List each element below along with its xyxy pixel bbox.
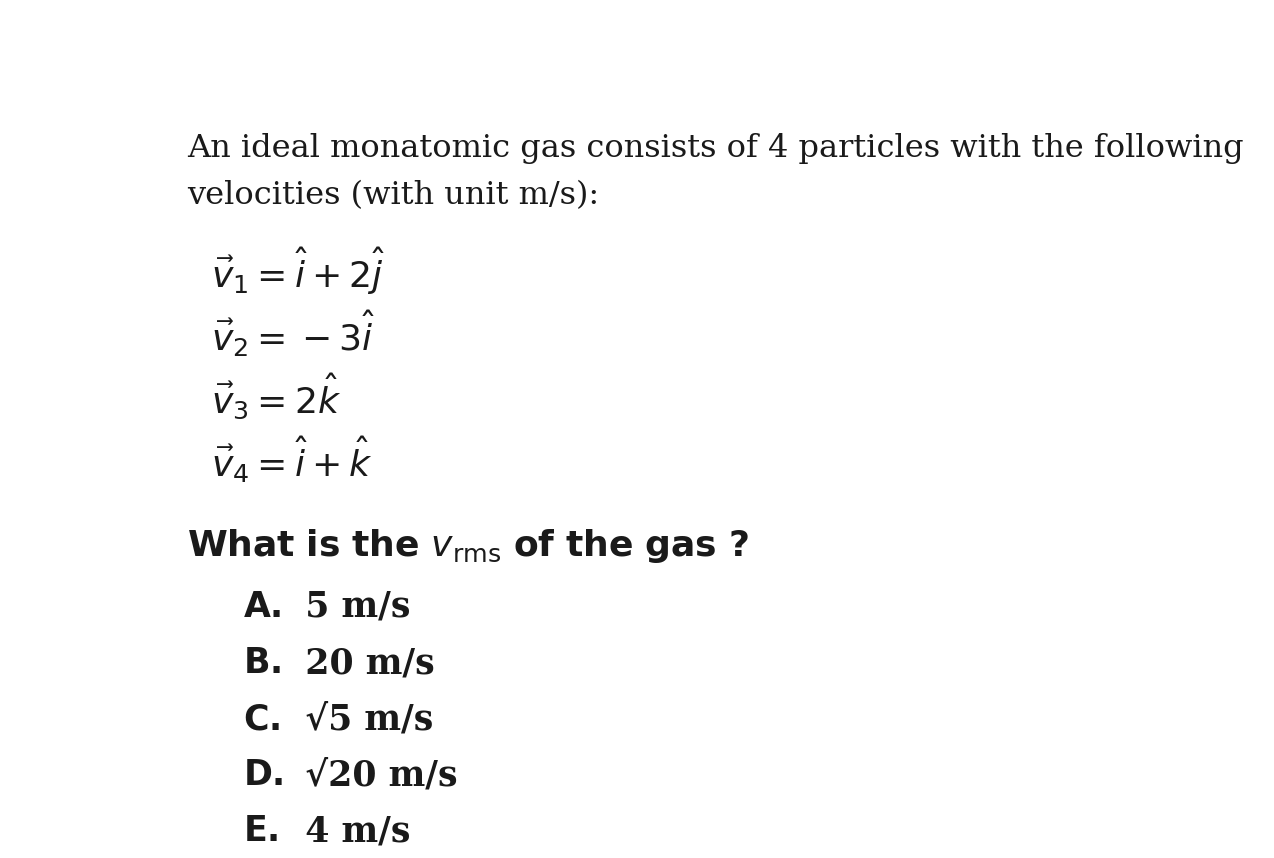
Text: √20 m/s: √20 m/s [280, 758, 457, 792]
Text: √5 m/s: √5 m/s [280, 702, 433, 736]
Text: $\mathbf{A.}$: $\mathbf{A.}$ [243, 589, 282, 624]
Text: $\mathbf{D.}$: $\mathbf{D.}$ [243, 758, 284, 792]
Text: $\mathbf{What\ is\ the}\ v_{\rm rms}\ \mathbf{of\ the\ gas\ ?}$: $\mathbf{What\ is\ the}\ v_{\rm rms}\ \m… [187, 527, 749, 565]
Text: $\vec{v}_1 = \hat{i} + 2\hat{j}$: $\vec{v}_1 = \hat{i} + 2\hat{j}$ [210, 246, 385, 298]
Text: 4 m/s: 4 m/s [280, 814, 410, 849]
Text: $\vec{v}_2 = -3\hat{i}$: $\vec{v}_2 = -3\hat{i}$ [210, 309, 375, 360]
Text: $\mathbf{E.}$: $\mathbf{E.}$ [243, 814, 279, 849]
Text: An ideal monatomic gas consists of 4 particles with the following: An ideal monatomic gas consists of 4 par… [187, 133, 1243, 164]
Text: $\vec{v}_4 = \hat{i} + \hat{k}$: $\vec{v}_4 = \hat{i} + \hat{k}$ [210, 435, 372, 485]
Text: $\mathbf{B.}$: $\mathbf{B.}$ [243, 646, 282, 680]
Text: 5 m/s: 5 m/s [280, 589, 410, 624]
Text: $\mathbf{C.}$: $\mathbf{C.}$ [243, 702, 280, 736]
Text: velocities (with unit m/s):: velocities (with unit m/s): [187, 180, 599, 211]
Text: $\vec{v}_3 = 2\hat{k}$: $\vec{v}_3 = 2\hat{k}$ [210, 372, 341, 421]
Text: 20 m/s: 20 m/s [280, 646, 434, 680]
